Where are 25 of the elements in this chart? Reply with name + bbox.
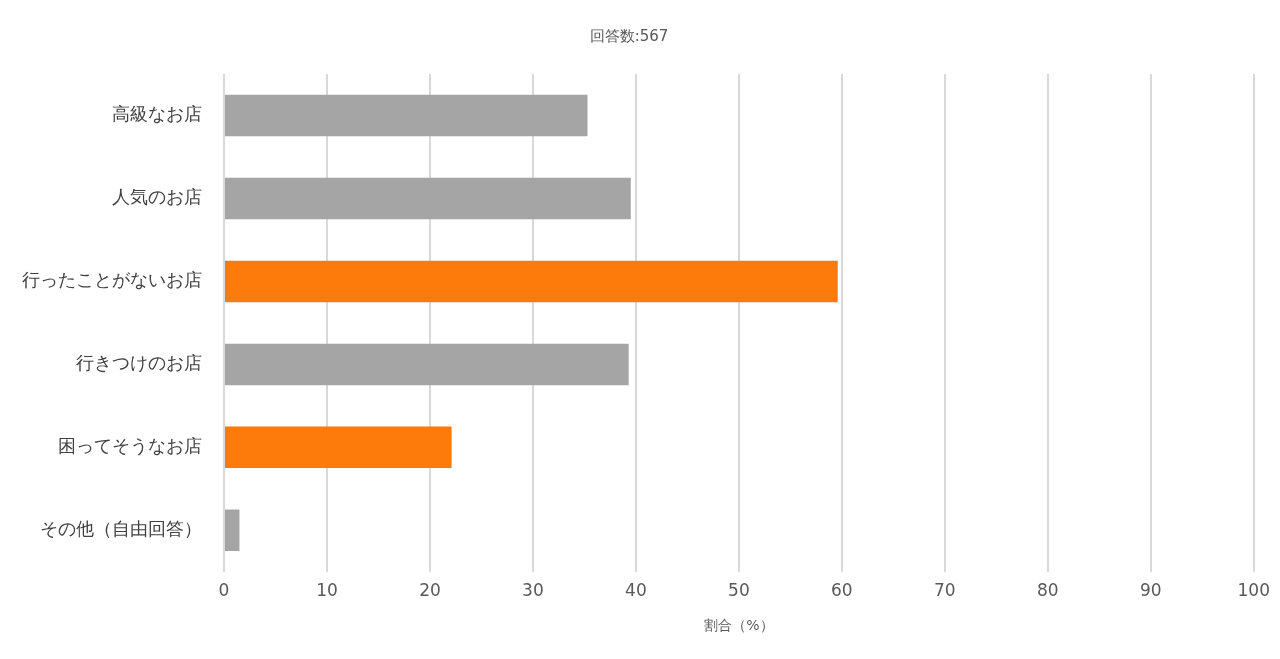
x-tick-label: 0 <box>218 580 230 601</box>
x-tick-label: 20 <box>419 580 441 601</box>
bar <box>225 177 631 220</box>
bar <box>225 94 588 137</box>
chart-title: 回答数:567 <box>589 26 669 45</box>
x-tick-label: 40 <box>625 580 647 601</box>
bar <box>225 509 240 552</box>
y-tick-label: 行ったことがないお店 <box>22 269 202 291</box>
y-tick-label: 高級なお店 <box>112 103 202 125</box>
bar <box>225 426 452 469</box>
x-tick-label: 50 <box>728 580 750 601</box>
x-tick-label: 30 <box>522 580 544 601</box>
x-axis-title: 割合（%） <box>704 617 774 634</box>
x-tick-label: 70 <box>934 580 956 601</box>
y-tick-label: 困ってそうなお店 <box>58 435 202 457</box>
x-tick-label: 100 <box>1237 580 1270 601</box>
y-tick-label: 人気のお店 <box>112 186 202 208</box>
x-tick-label: 10 <box>316 580 338 601</box>
y-tick-label: その他（自由回答） <box>40 517 202 539</box>
x-tick-label: 90 <box>1139 580 1162 601</box>
x-tick-label: 80 <box>1037 580 1059 601</box>
bar <box>225 260 838 303</box>
y-tick-label: 行きつけのお店 <box>76 352 202 374</box>
bar <box>225 343 629 386</box>
x-tick-label: 60 <box>831 580 853 601</box>
